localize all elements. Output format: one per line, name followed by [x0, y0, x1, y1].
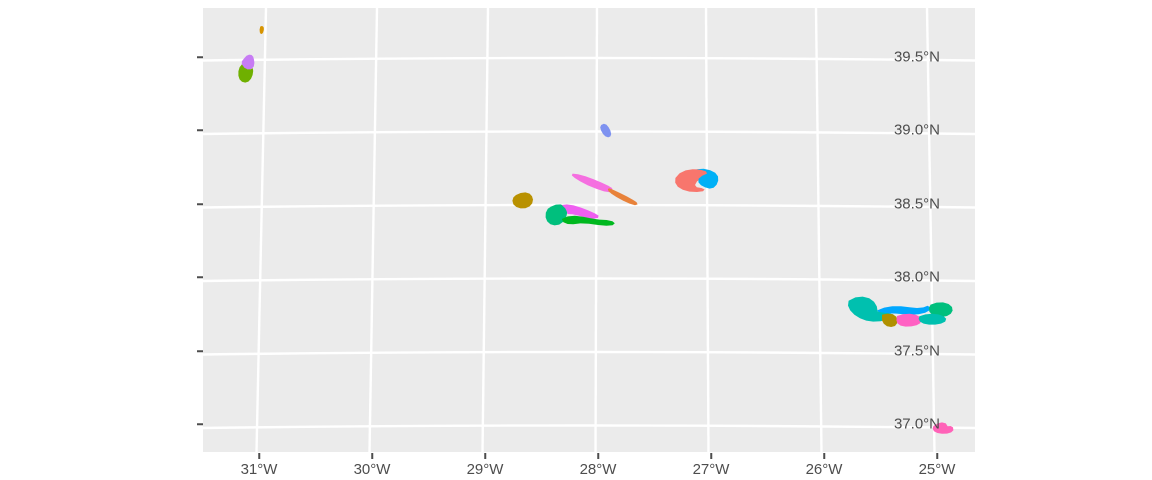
- gridline-lat-39.5: [203, 56, 975, 62]
- x-axis-label-6: 25°W: [918, 461, 956, 478]
- x-axis-tick-3: [597, 453, 599, 459]
- y-axis-label-0: 39.5°N: [893, 48, 940, 66]
- y-axis-tick-3: [197, 276, 203, 278]
- x-axis-tick-4: [710, 453, 712, 459]
- x-axis-label-5: 26°W: [805, 461, 843, 478]
- y-axis-label-1: 39.0°N: [893, 121, 940, 139]
- region-terceira-east: [696, 168, 719, 189]
- x-axis-label-4: 27°W: [692, 461, 730, 478]
- x-axis-tick-6: [936, 453, 938, 459]
- region-sao-jorge-west: [571, 173, 613, 193]
- latitude-gridlines: [203, 56, 975, 430]
- y-axis-tick-1: [197, 129, 203, 131]
- x-axis-tick-2: [484, 453, 486, 459]
- y-axis-tick-0: [197, 56, 203, 58]
- region-flores-south: [238, 64, 254, 83]
- gridline-lon-29: [481, 8, 490, 452]
- gridline-lon-28: [594, 8, 599, 452]
- gridline-lat-37.5: [203, 350, 975, 356]
- region-terceira-west: [675, 169, 710, 192]
- y-axis-label-2: 38.5°N: [893, 195, 940, 213]
- x-axis-label-3: 28°W: [579, 461, 617, 478]
- x-axis-label-2: 29°W: [466, 461, 504, 478]
- gridline-lon-30: [368, 8, 379, 452]
- gridline-lat-38.5: [203, 203, 975, 209]
- gridline-lat-37.0: [203, 424, 975, 430]
- gridline-lon-26: [814, 8, 823, 452]
- region-graciosa: [600, 123, 612, 138]
- x-axis-label-0: 31°W: [240, 461, 278, 478]
- region-sao-miguel-ribeira-grande: [896, 313, 922, 327]
- region-pico-middle: [561, 204, 599, 219]
- y-axis-tick-2: [197, 203, 203, 205]
- x-axis-tick-5: [823, 453, 825, 459]
- region-sao-miguel-central-north: [877, 305, 931, 315]
- gridline-lon-27: [704, 8, 710, 452]
- y-axis-tick-5: [197, 423, 203, 425]
- map-panel: [203, 8, 975, 452]
- region-faial: [512, 192, 533, 209]
- region-pico-west: [545, 204, 568, 226]
- y-axis-tick-4: [197, 350, 203, 352]
- gridline-lon-31: [255, 8, 268, 452]
- x-axis-label-1: 30°W: [353, 461, 391, 478]
- gridline-lat-38.0: [203, 277, 975, 283]
- x-axis-tick-1: [371, 453, 373, 459]
- region-sao-miguel-east-south: [918, 313, 947, 325]
- y-axis-label-5: 37.0°N: [893, 415, 940, 433]
- y-axis-label-3: 38.0°N: [893, 268, 940, 286]
- region-flores-north: [241, 54, 255, 70]
- region-pico-east: [561, 215, 615, 226]
- region-corvo: [259, 26, 264, 34]
- island-polygons: [238, 26, 954, 434]
- y-axis-label-4: 37.5°N: [893, 342, 940, 360]
- region-sao-jorge-east: [607, 188, 638, 206]
- graticule-gridlines: [203, 8, 975, 452]
- region-sao-miguel-central-south: [882, 313, 898, 327]
- x-axis-tick-0: [258, 453, 260, 459]
- region-sao-miguel-east-north: [928, 302, 953, 317]
- gridline-lat-39.0: [203, 130, 975, 136]
- gridline-lon-25: [925, 8, 936, 452]
- longitude-gridlines: [255, 8, 936, 452]
- region-santa-maria: [932, 422, 954, 434]
